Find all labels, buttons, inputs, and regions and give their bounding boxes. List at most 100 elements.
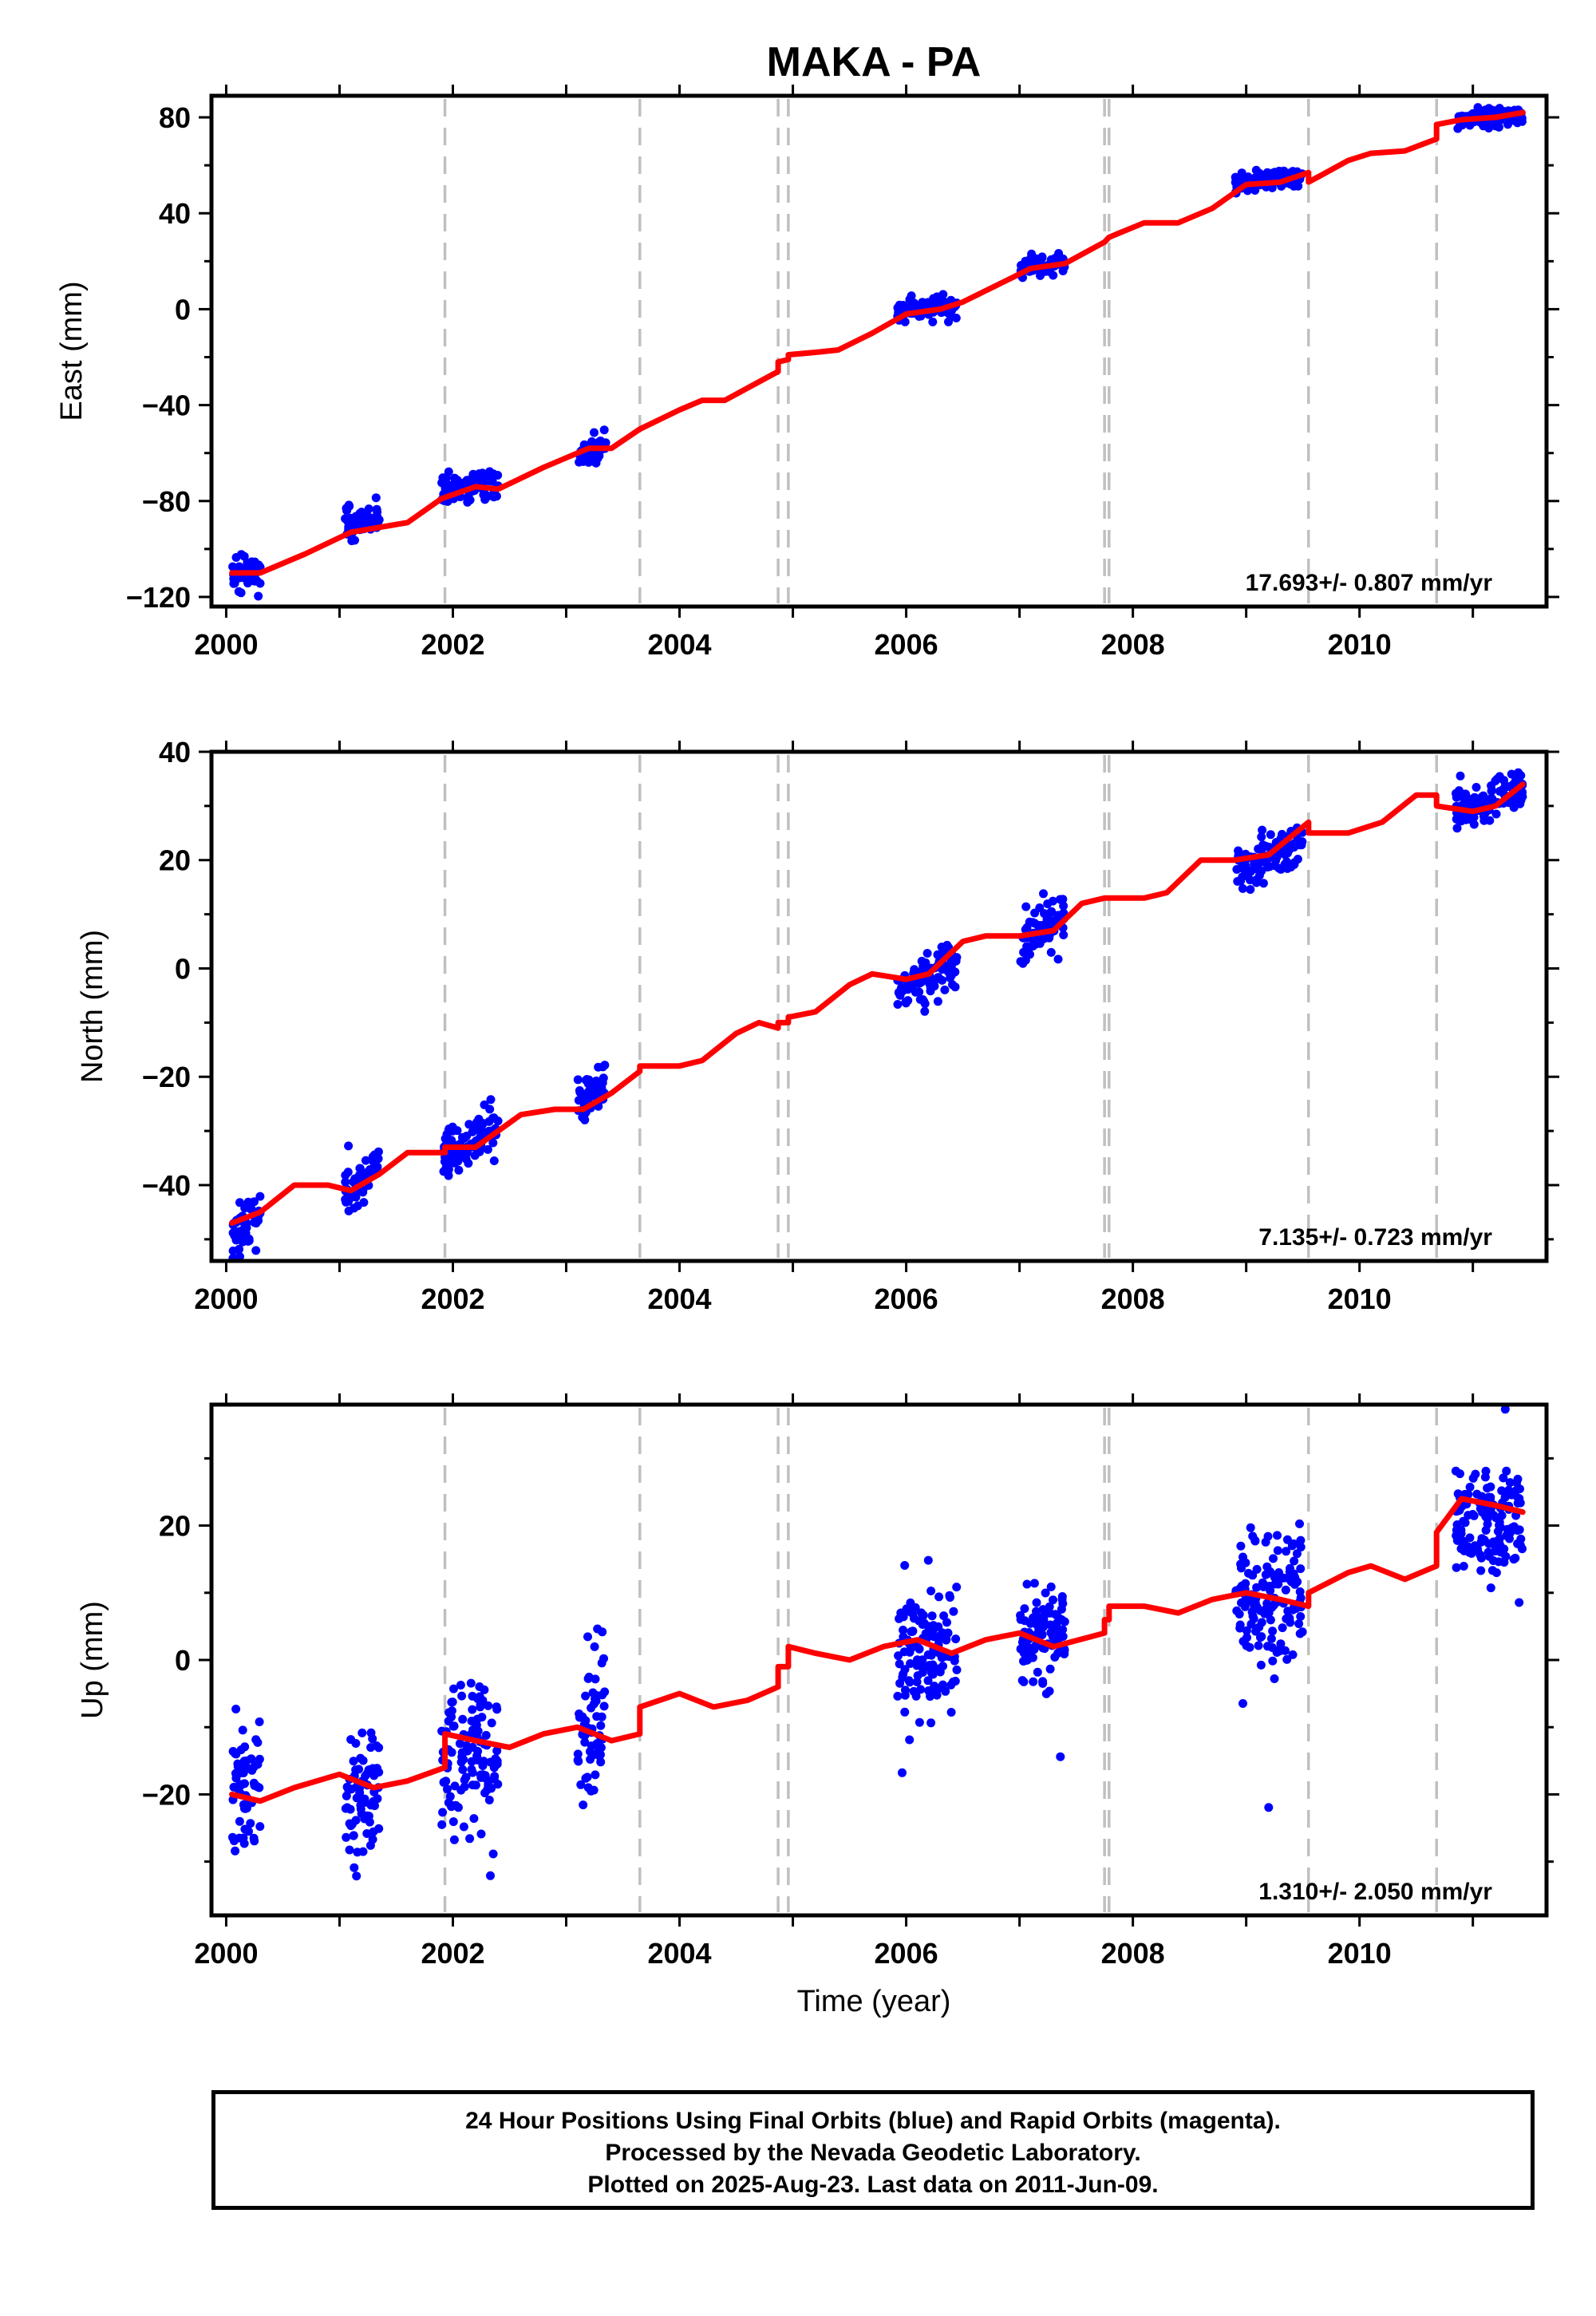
data-point <box>459 1822 468 1832</box>
data-point <box>1018 1637 1028 1646</box>
data-point <box>915 1717 924 1727</box>
data-point <box>486 1871 495 1880</box>
data-point <box>472 1117 481 1127</box>
data-point <box>468 1705 477 1714</box>
data-point <box>373 1794 382 1804</box>
data-point <box>1502 1466 1511 1476</box>
y-tick-label: 0 <box>175 293 191 326</box>
data-point <box>573 1075 583 1085</box>
data-point <box>349 1757 358 1766</box>
data-point <box>473 1746 483 1756</box>
x-tick-label: 2002 <box>421 1937 484 1970</box>
data-point <box>576 1780 586 1789</box>
data-point <box>933 950 942 959</box>
data-point <box>895 1659 904 1669</box>
data-point <box>1264 1803 1274 1812</box>
data-point <box>600 1687 610 1697</box>
data-point <box>916 1608 926 1618</box>
data-point <box>444 1171 453 1180</box>
data-point <box>900 1665 910 1674</box>
data-point <box>1039 889 1048 899</box>
data-point <box>918 1620 927 1629</box>
data-point <box>439 1777 448 1787</box>
data-point <box>1494 122 1503 132</box>
y-tick-label: 0 <box>175 952 191 985</box>
data-point <box>1273 1546 1282 1555</box>
data-point <box>1022 1579 1032 1589</box>
data-point <box>460 1150 470 1159</box>
data-point <box>1051 1622 1061 1631</box>
data-point <box>238 1228 247 1238</box>
data-point <box>1464 1490 1473 1499</box>
data-point <box>1059 931 1069 939</box>
data-point <box>895 1678 905 1688</box>
data-point <box>458 1765 468 1774</box>
data-point <box>1491 1568 1501 1578</box>
data-point <box>1258 825 1267 835</box>
data-point <box>1296 1543 1306 1551</box>
data-point <box>1283 1614 1293 1623</box>
data-point <box>345 1845 354 1855</box>
data-point <box>1242 1633 1251 1642</box>
data-point <box>1507 769 1516 779</box>
data-point <box>488 469 498 479</box>
data-point <box>1266 1634 1276 1643</box>
data-point <box>1046 1582 1056 1591</box>
data-point <box>1281 1585 1290 1595</box>
data-point <box>483 1144 492 1154</box>
data-point <box>1296 1564 1306 1574</box>
data-point <box>251 1780 260 1790</box>
data-point <box>1257 832 1266 842</box>
data-point <box>452 1126 462 1136</box>
velocity-annotation: 1.310+/- 2.050 mm/yr <box>1258 1879 1492 1905</box>
data-point <box>1483 1547 1493 1557</box>
data-point <box>1454 786 1464 796</box>
data-point <box>242 1763 251 1773</box>
data-point <box>472 476 481 484</box>
data-point <box>456 1681 465 1690</box>
data-point <box>907 291 916 301</box>
data-point <box>353 1201 362 1211</box>
data-point <box>1043 899 1053 908</box>
data-point <box>1249 1614 1258 1623</box>
data-point <box>1263 1610 1273 1619</box>
x-tick-label: 2006 <box>875 1937 938 1970</box>
chart-title: MAKA - PA <box>767 39 982 85</box>
data-point <box>1039 1619 1048 1629</box>
data-point <box>913 1655 922 1665</box>
data-point <box>918 962 928 971</box>
data-point <box>1274 1568 1283 1577</box>
data-point <box>1036 271 1045 280</box>
data-point <box>447 1748 456 1757</box>
data-point <box>444 1717 453 1726</box>
data-point <box>1038 1677 1048 1686</box>
data-point <box>943 1628 953 1638</box>
x-tick-label: 2010 <box>1328 628 1392 661</box>
velocity-annotation: 7.135+/- 0.723 mm/yr <box>1258 1224 1492 1251</box>
data-point <box>1024 256 1033 266</box>
data-point <box>948 1678 958 1686</box>
x-tick-label: 2008 <box>1101 628 1165 661</box>
data-point <box>370 1150 379 1160</box>
data-point <box>1235 1610 1244 1618</box>
data-point <box>1518 792 1527 801</box>
data-point <box>1245 875 1254 885</box>
data-point <box>344 1141 354 1151</box>
data-point <box>1057 1615 1067 1625</box>
data-point <box>1056 1752 1065 1761</box>
data-point <box>944 317 953 326</box>
data-point <box>1513 1526 1523 1535</box>
data-point <box>934 1622 943 1631</box>
data-point <box>250 1197 259 1207</box>
data-point <box>934 973 943 982</box>
data-point <box>1278 1623 1287 1633</box>
data-point <box>926 1587 936 1595</box>
data-point <box>1038 1605 1048 1614</box>
data-point <box>493 1780 503 1789</box>
data-point <box>444 467 453 476</box>
data-point <box>1485 1508 1495 1518</box>
data-point <box>583 1773 592 1782</box>
data-point <box>928 1685 938 1694</box>
data-point <box>1294 1619 1304 1629</box>
